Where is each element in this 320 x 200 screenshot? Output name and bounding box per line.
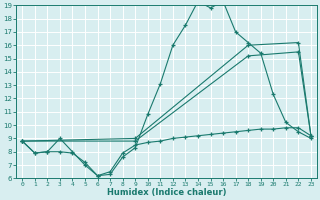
X-axis label: Humidex (Indice chaleur): Humidex (Indice chaleur) <box>107 188 226 197</box>
